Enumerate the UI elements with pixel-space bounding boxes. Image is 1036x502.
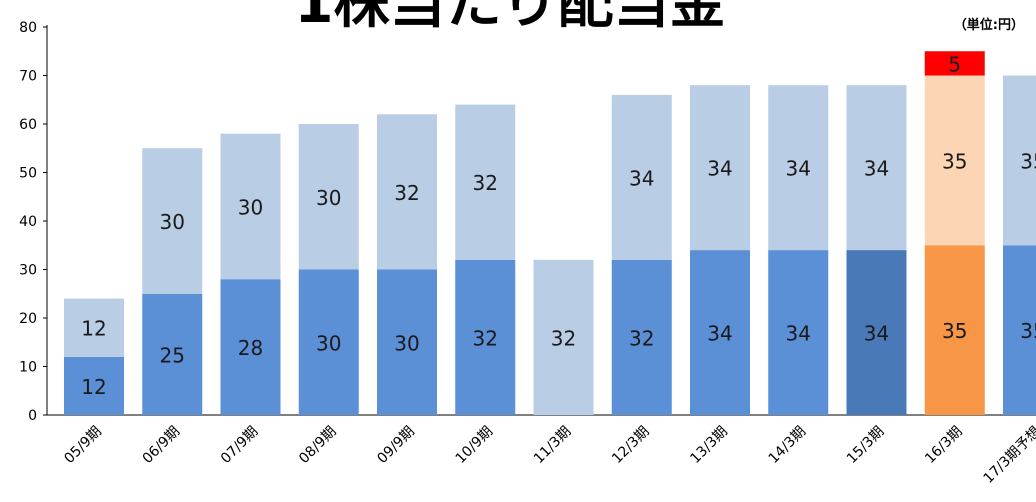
x-tick-label: 05/9期	[61, 424, 104, 467]
y-tick-label: 60	[19, 117, 37, 133]
chart-title: 1株当たり配当金	[295, 0, 727, 36]
bar-year-end-label: 12	[81, 317, 106, 341]
bars-group: 12 12 25 30 28 30 30 30 30 32 32 32 32 32 34 34 34 34 34 34…	[64, 51, 1036, 415]
bar-year-end-label: 32	[394, 181, 419, 205]
bar-interim	[220, 279, 281, 415]
x-tick-label: 15/3期	[844, 424, 887, 467]
bar-year-end-label: 35	[942, 149, 967, 173]
bar-interim-label: 32	[473, 326, 498, 350]
bar-year-end	[690, 85, 750, 251]
bar-interim-label: 34	[707, 322, 732, 346]
x-tick-label: 09/9期	[374, 424, 417, 467]
bar-year-end	[377, 114, 437, 270]
bar-year-end-label: 32	[551, 326, 576, 350]
bar-interim	[846, 250, 907, 415]
bar-year-end	[64, 298, 124, 357]
bar-interim-label: 25	[160, 343, 185, 367]
bar-year-end-label: 34	[707, 157, 732, 181]
bar-interim-label: 28	[238, 336, 263, 360]
bar-interim	[298, 269, 359, 415]
x-tick-label: 13/3期	[687, 424, 730, 467]
x-tick-label: 17/3期予想	[981, 424, 1036, 487]
bar-interim	[142, 293, 203, 415]
bar-year-end-label: 30	[160, 210, 185, 234]
x-tick-label: 07/9期	[218, 424, 261, 467]
bar-year-end-label: 32	[473, 171, 498, 195]
bar-interim-label: 35	[1020, 319, 1036, 343]
bar-interim	[64, 356, 124, 415]
bar-interim-label: 35	[942, 319, 967, 343]
bar-interim-label: 30	[316, 331, 341, 355]
bar-interim	[455, 259, 516, 415]
x-tick-label: 14/3期	[766, 424, 809, 467]
bar-year-end	[455, 104, 516, 260]
y-tick-label: 70	[19, 69, 37, 85]
bar-year-end-label: 30	[316, 186, 341, 210]
bar-year-end-label: 34	[864, 157, 889, 181]
bar-interim-label: 32	[629, 326, 654, 350]
bar-interim	[924, 245, 985, 415]
bar-year-end-label: 30	[238, 195, 263, 219]
x-tick-label: 11/3期	[531, 424, 574, 467]
x-tick-label: 12/3期	[609, 424, 652, 467]
bar-year-end	[533, 259, 594, 415]
y-axis: 0 10 20 30 40 50 60 70 80	[19, 20, 1036, 424]
bar-interim	[1003, 245, 1036, 415]
x-tick-label: 10/9期	[453, 424, 496, 467]
y-tick-label: 80	[19, 20, 37, 36]
bar-interim	[377, 269, 437, 415]
bar-interim-label: 34	[786, 322, 811, 346]
x-tick-label: 06/9期	[140, 424, 183, 467]
bar-year-end	[924, 75, 985, 246]
unit-label: （単位:円）	[953, 18, 1024, 33]
bar-interim-label: 12	[81, 375, 106, 399]
bar-year-end	[768, 85, 829, 251]
y-tick-label: 20	[19, 311, 37, 327]
bar-interim-label: 34	[864, 322, 889, 346]
bar-special-label: 5	[948, 52, 961, 76]
bar-year-end-label: 35	[1020, 149, 1036, 173]
y-tick-label: 50	[19, 166, 37, 182]
bar-interim-label: 30	[394, 331, 419, 355]
bar-interim	[768, 250, 829, 415]
x-tick-label: 08/9期	[296, 424, 339, 467]
y-tick-label: 10	[19, 360, 37, 376]
bar-interim	[611, 259, 672, 415]
bar-year-end	[1003, 75, 1036, 246]
bar-year-end	[611, 94, 672, 260]
y-tick-label: 30	[19, 263, 37, 279]
bar-year-end	[142, 148, 203, 294]
x-axis-labels: 05/9期 06/9期 07/9期 08/9期 09/9期 10/9期 11/3期 12/3期…	[61, 424, 1036, 487]
bar-interim	[690, 250, 750, 415]
x-tick-label: 16/3期	[922, 424, 965, 467]
bar-year-end	[220, 133, 281, 280]
y-tick-label: 0	[28, 408, 37, 424]
bar-special	[924, 51, 985, 76]
bar-year-end	[298, 124, 359, 270]
bar-year-end	[846, 85, 907, 251]
y-tick-label: 40	[19, 214, 37, 230]
bar-year-end-label: 34	[786, 157, 811, 181]
bar-year-end-label: 34	[629, 166, 654, 190]
